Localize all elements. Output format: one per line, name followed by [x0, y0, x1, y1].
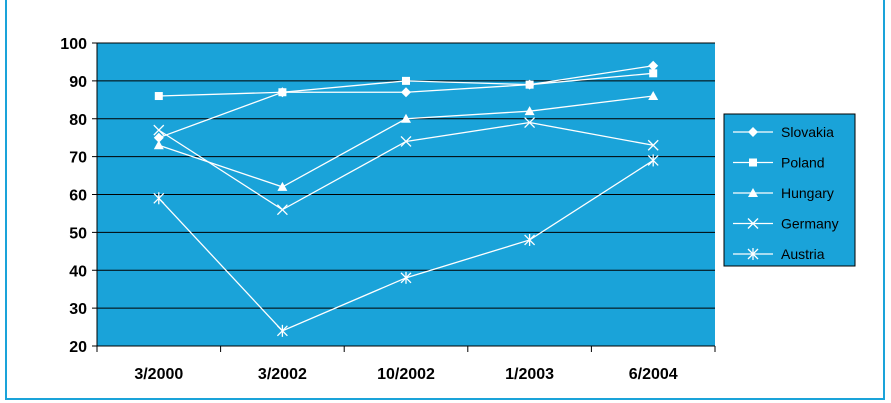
y-tick-label: 70 [69, 150, 87, 167]
y-tick-label: 90 [69, 74, 87, 91]
data-point-germany [400, 136, 412, 147]
legend-label: Germany [781, 216, 839, 232]
data-point-poland [154, 92, 163, 101]
y-tick-label: 100 [60, 36, 87, 53]
legend-label: Slovakia [781, 124, 834, 140]
data-point-slovakia [153, 132, 164, 143]
data-point-austria [276, 324, 288, 337]
x-tick-label: 1/2003 [505, 366, 554, 383]
y-tick-label: 50 [69, 225, 87, 242]
y-tick-label: 80 [69, 112, 87, 129]
legend-marker-poland [749, 158, 757, 167]
legend-marker-austria [747, 248, 759, 260]
x-tick-label: 3/2002 [258, 366, 307, 383]
data-point-slovakia [648, 60, 659, 71]
y-tick-label: 20 [69, 339, 87, 356]
data-point-austria [524, 233, 536, 246]
data-point-austria [400, 271, 412, 284]
data-point-slovakia [401, 87, 411, 98]
data-point-poland [402, 76, 410, 85]
legend-item-austria: Austria [733, 246, 825, 262]
legend-item-hungary: Hungary [733, 185, 834, 201]
y-tick-label: 30 [69, 301, 87, 318]
legend-marker-germany [747, 218, 759, 229]
data-point-hungary [648, 91, 659, 101]
y-tick-label: 40 [69, 263, 87, 280]
legend-item-germany: Germany [733, 216, 839, 232]
legend-marker-hungary [748, 188, 758, 197]
data-point-hungary [401, 113, 411, 123]
data-point-germany [524, 117, 536, 128]
data-point-poland [278, 88, 287, 97]
data-point-hungary [153, 140, 164, 150]
legend-item-slovakia: Slovakia [733, 124, 834, 140]
data-point-hungary [524, 106, 535, 116]
x-tick-label: 10/2002 [377, 366, 435, 383]
legend-marker-slovakia [748, 127, 758, 137]
x-tick-label: 3/2000 [134, 366, 183, 383]
data-point-hungary [277, 181, 288, 191]
data-point-germany [647, 139, 659, 151]
legend-label: Austria [781, 246, 825, 262]
data-point-poland [649, 69, 658, 78]
data-point-poland [525, 80, 534, 89]
legend [723, 113, 856, 267]
data-point-germany [276, 204, 288, 216]
data-point-germany [153, 124, 165, 136]
legend-item-poland: Poland [733, 155, 825, 171]
data-point-austria [647, 154, 659, 167]
y-tick-label: 60 [69, 188, 87, 205]
x-tick-label: 6/2004 [629, 366, 678, 383]
data-point-austria [153, 192, 165, 205]
legend-label: Poland [781, 155, 825, 171]
legend-label: Hungary [781, 185, 834, 201]
